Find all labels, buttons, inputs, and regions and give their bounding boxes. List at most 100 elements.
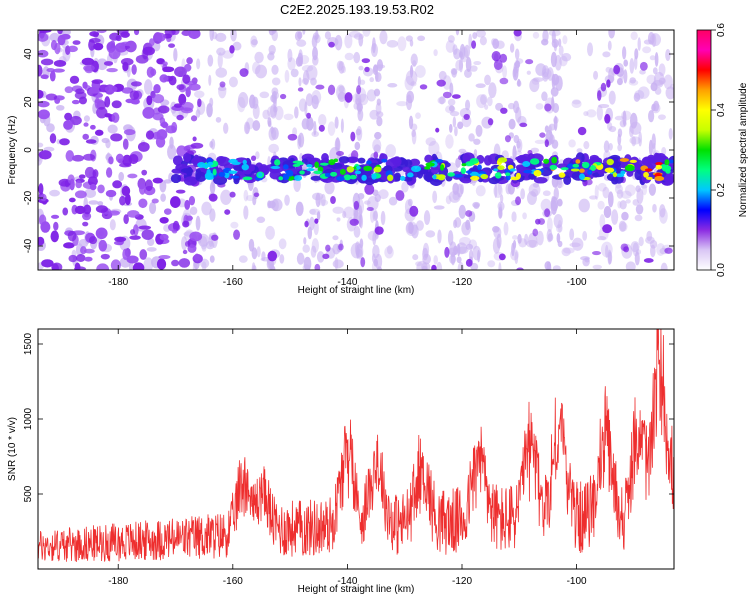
spectrogram-blob (364, 66, 370, 73)
spectrogram-blob (558, 45, 564, 56)
spectrogram-blob (232, 41, 242, 51)
spectrogram-blob (272, 199, 279, 212)
spectrogram-blob (542, 65, 550, 78)
spectrogram-blob (386, 245, 393, 255)
spectrogram-blob (411, 129, 416, 138)
spectrogram-blob (546, 217, 553, 233)
spectrogram-blob (315, 84, 325, 90)
spectrogram-blob (597, 235, 607, 241)
spectrogram-blob (251, 39, 258, 46)
spectrogram-blob (172, 220, 180, 232)
spectrogram-blob (256, 216, 266, 223)
spectrogram-blob (180, 168, 194, 174)
y-tick-label: 40 (23, 48, 34, 60)
spectrogram-blob (295, 201, 304, 216)
y-tick-label: -40 (23, 238, 34, 253)
spectrogram-blob (487, 118, 494, 126)
spectrogram-blob (322, 253, 330, 260)
spectrogram-blob (553, 116, 559, 124)
spectrogram-blob (497, 165, 505, 171)
spectrogram-blob (492, 38, 500, 50)
spectrogram-blob (157, 105, 170, 114)
spectrogram-blob (349, 174, 357, 180)
spectrogram-blob (122, 138, 129, 150)
spectrogram-blob (604, 167, 615, 173)
spectrogram-blob (584, 257, 590, 263)
spectrogram-blob (149, 201, 157, 215)
spectrogram-blob (509, 168, 516, 172)
spectrogram-blob (253, 192, 260, 198)
y-tick-label: 500 (23, 485, 34, 502)
spectrogram-blob (38, 64, 43, 77)
spectrogram-blob (49, 133, 57, 144)
spectrogram-blob (78, 174, 86, 179)
spectrogram-blob (182, 220, 190, 228)
spectrogram-blob (648, 183, 656, 196)
spectrogram-blob (617, 144, 623, 152)
spectrogram-blob (479, 36, 487, 46)
spectrogram-blob (615, 183, 622, 189)
spectrogram-blob (82, 133, 89, 140)
spectrogram-blob (173, 103, 183, 108)
spectrogram-blob (493, 59, 503, 71)
spectrogram-blob (556, 233, 561, 244)
spectrogram-blob (252, 103, 260, 120)
spectrogram-blob (639, 61, 648, 71)
spectrogram-blob (75, 180, 82, 189)
spectrogram-blob (195, 215, 201, 231)
spectrogram-blob (284, 194, 290, 206)
spectrogram-blob (494, 172, 502, 179)
spectrogram-blob (514, 251, 519, 264)
spectrogram-blob (516, 267, 524, 270)
spectrogram-blob (135, 54, 149, 64)
spectrogram-blob (245, 195, 255, 202)
spectrogram-blob (508, 118, 516, 130)
spectrogram-blob (138, 225, 151, 230)
spectrogram-blob (608, 30, 615, 39)
spectrogram-blob (356, 248, 363, 258)
spectrogram-blob (629, 136, 642, 145)
spectrogram-blob (220, 189, 232, 205)
spectrogram-blob (74, 205, 86, 215)
spectrogram-blob (262, 109, 270, 120)
colorbar-tick-label: 0.0 (716, 263, 727, 277)
spectrogram-blob (577, 126, 587, 136)
spectrogram-blob (105, 189, 117, 198)
spectrogram-blob (542, 190, 551, 197)
spectrogram-blob (185, 86, 191, 98)
spectrogram-blob (569, 228, 575, 241)
spectrogram-blob (534, 139, 546, 144)
spectrogram-blob (173, 48, 178, 62)
spectrogram-blob (82, 221, 89, 227)
spectrogram-blob (457, 261, 464, 270)
spectrogram-blob (299, 170, 305, 175)
spectrogram-blob (78, 96, 87, 105)
spectrogram-blob (304, 220, 309, 228)
spectrogram-blob (477, 164, 482, 171)
spectrogram-blob (616, 77, 623, 86)
spectrogram-blob (616, 189, 624, 199)
spectrogram-blob (320, 193, 326, 207)
spectrogram-blob (652, 142, 656, 157)
spectrogram-blob (216, 47, 226, 56)
spectrogram-blob (268, 30, 275, 36)
spectrogram-blob (652, 203, 657, 213)
spectrogram-blob (650, 82, 658, 92)
spectrogram-blob (387, 174, 394, 182)
spectrogram-blob (219, 81, 226, 88)
spectrogram-blob (468, 133, 475, 142)
spectrogram-blob (373, 258, 379, 267)
y-tick-label: -20 (23, 190, 34, 205)
spectrogram-blob (310, 77, 317, 86)
spectrogram-blob (51, 262, 63, 270)
spectrogram-blob (393, 172, 402, 182)
spectrogram-blob (215, 32, 227, 42)
spectrogram-blob (629, 57, 635, 74)
spectrogram-blob (425, 230, 436, 238)
spectrogram-blob (176, 114, 184, 121)
spectrogram-blob (350, 131, 356, 142)
spectrogram-blob (94, 129, 104, 136)
spectrogram-blob (297, 87, 304, 92)
spectrogram-blob (455, 59, 464, 71)
spectrogram-blob (544, 103, 552, 112)
